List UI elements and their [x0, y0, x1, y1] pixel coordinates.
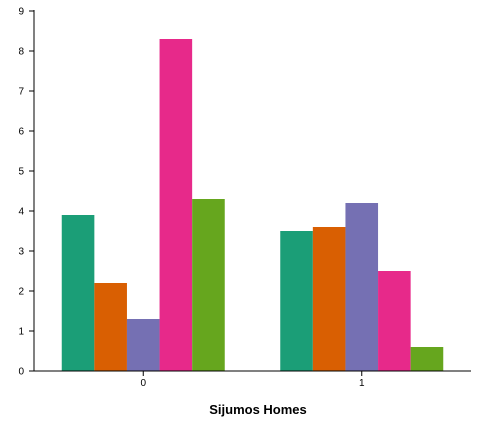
x-tick-label: 0	[140, 378, 146, 389]
bars-group	[62, 39, 444, 371]
bar-series-2-cat-1	[313, 227, 346, 371]
bar-series-1-cat-0	[62, 215, 95, 371]
y-tick-label: 9	[18, 7, 24, 18]
bar-series-2-cat-0	[94, 283, 127, 371]
x-axis-title: Sijumos Homes	[209, 402, 307, 417]
y-tick-label: 8	[18, 47, 24, 58]
y-tick-label: 0	[18, 367, 24, 378]
bar-series-4-cat-1	[378, 271, 411, 371]
bar-series-3-cat-0	[127, 319, 160, 371]
bar-series-5-cat-1	[411, 347, 444, 371]
bar-series-4-cat-0	[160, 39, 193, 371]
x-tick-label: 1	[359, 378, 365, 389]
bar-series-5-cat-0	[192, 199, 225, 371]
y-tick-label: 4	[18, 207, 24, 218]
bar-series-1-cat-1	[280, 231, 313, 371]
y-tick-label: 7	[18, 87, 24, 98]
y-tick-label: 2	[18, 287, 24, 298]
y-tick-label: 5	[18, 167, 24, 178]
y-tick-label: 3	[18, 247, 24, 258]
bar-series-3-cat-1	[345, 203, 378, 371]
y-axis: 0 1 2 3 4 5 6 7 8 9	[18, 7, 34, 378]
y-tick-label: 6	[18, 127, 24, 138]
y-tick-label: 1	[18, 327, 24, 338]
